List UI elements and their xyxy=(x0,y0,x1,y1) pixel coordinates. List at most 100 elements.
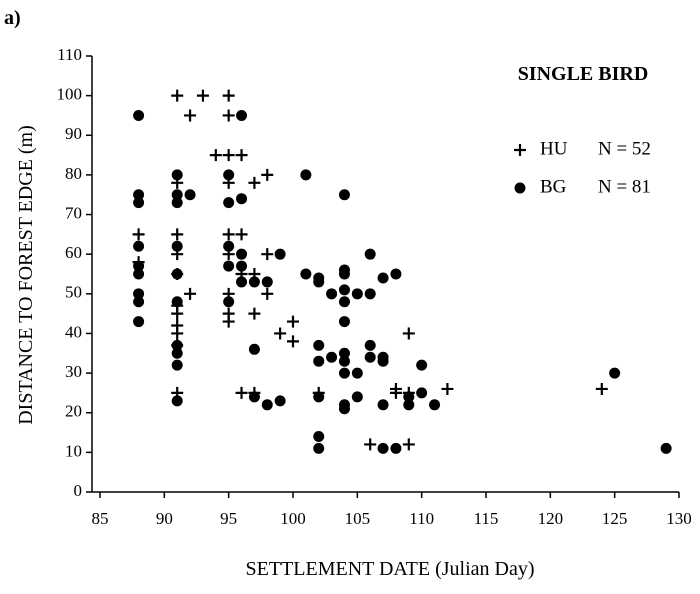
point xyxy=(133,109,145,121)
point xyxy=(171,268,183,280)
y-tick-label: 40 xyxy=(65,322,82,341)
point xyxy=(377,355,389,367)
point xyxy=(261,248,274,261)
point xyxy=(184,109,197,122)
point xyxy=(184,287,197,300)
point xyxy=(222,149,235,162)
legend-count: N = 52 xyxy=(598,138,651,159)
x-tick-label: 95 xyxy=(220,509,237,528)
point xyxy=(364,248,376,260)
point xyxy=(338,367,350,379)
legend-count: N = 81 xyxy=(598,176,651,197)
x-tick-label: 105 xyxy=(345,509,371,528)
point xyxy=(133,240,145,252)
x-tick-label: 90 xyxy=(156,509,173,528)
point xyxy=(338,403,350,415)
y-tick-label: 20 xyxy=(65,402,82,421)
point xyxy=(248,307,261,320)
point xyxy=(248,276,260,288)
y-tick-label: 50 xyxy=(65,283,82,302)
point xyxy=(236,109,248,121)
legend-label: HU xyxy=(540,138,568,159)
point xyxy=(274,327,287,340)
point xyxy=(222,228,235,241)
point xyxy=(171,240,183,252)
y-tick-label: 90 xyxy=(65,124,82,143)
point xyxy=(364,351,376,363)
point xyxy=(235,149,248,162)
point xyxy=(171,169,183,181)
point xyxy=(171,189,183,201)
point xyxy=(377,399,389,411)
legend-marker xyxy=(514,182,526,194)
point xyxy=(261,276,273,288)
point xyxy=(416,387,428,399)
y-tick-label: 100 xyxy=(57,85,83,104)
legend-title: SINGLE BIRD xyxy=(518,63,649,85)
x-tick-label: 130 xyxy=(666,509,692,528)
point xyxy=(287,315,299,328)
point xyxy=(274,248,286,260)
point xyxy=(171,347,183,359)
point xyxy=(338,189,350,201)
point xyxy=(351,288,363,300)
point xyxy=(236,248,248,260)
y-tick-label: 110 xyxy=(57,45,82,64)
point xyxy=(326,351,338,363)
point xyxy=(171,359,183,371)
point xyxy=(364,438,377,451)
point xyxy=(171,296,183,308)
point xyxy=(300,268,312,280)
point xyxy=(441,382,454,395)
point xyxy=(236,276,248,288)
point xyxy=(133,268,145,280)
point xyxy=(171,197,183,209)
point xyxy=(274,395,286,407)
point xyxy=(171,339,183,351)
point xyxy=(235,386,248,399)
point xyxy=(236,193,248,205)
point xyxy=(351,391,363,403)
point xyxy=(222,315,235,328)
legend-marker xyxy=(514,144,526,156)
point xyxy=(313,339,325,351)
point xyxy=(313,276,325,288)
x-tick-label: 110 xyxy=(409,509,434,528)
point xyxy=(338,316,350,328)
point xyxy=(171,307,184,320)
point xyxy=(351,367,363,379)
point xyxy=(377,442,389,454)
point xyxy=(338,355,350,367)
point xyxy=(196,89,209,102)
point xyxy=(184,189,196,201)
point xyxy=(223,197,235,209)
point xyxy=(338,347,350,359)
point xyxy=(223,296,235,308)
point xyxy=(609,367,621,379)
point xyxy=(338,296,350,308)
point xyxy=(313,442,325,454)
point xyxy=(338,284,350,296)
point xyxy=(133,288,145,300)
point xyxy=(222,109,235,122)
x-tick-label: 100 xyxy=(280,509,306,528)
point xyxy=(338,268,350,280)
point xyxy=(223,169,235,181)
point xyxy=(222,89,235,102)
point xyxy=(171,395,183,407)
point xyxy=(171,89,184,102)
point xyxy=(313,355,325,367)
point xyxy=(133,189,145,201)
point xyxy=(261,168,274,181)
point xyxy=(390,442,402,454)
point xyxy=(133,260,145,272)
point xyxy=(416,359,428,371)
point xyxy=(287,335,299,348)
y-tick-label: 0 xyxy=(74,481,83,500)
point xyxy=(377,272,389,284)
point xyxy=(248,176,261,189)
point xyxy=(223,260,235,272)
y-tick-label: 80 xyxy=(65,164,82,183)
point xyxy=(313,391,325,403)
